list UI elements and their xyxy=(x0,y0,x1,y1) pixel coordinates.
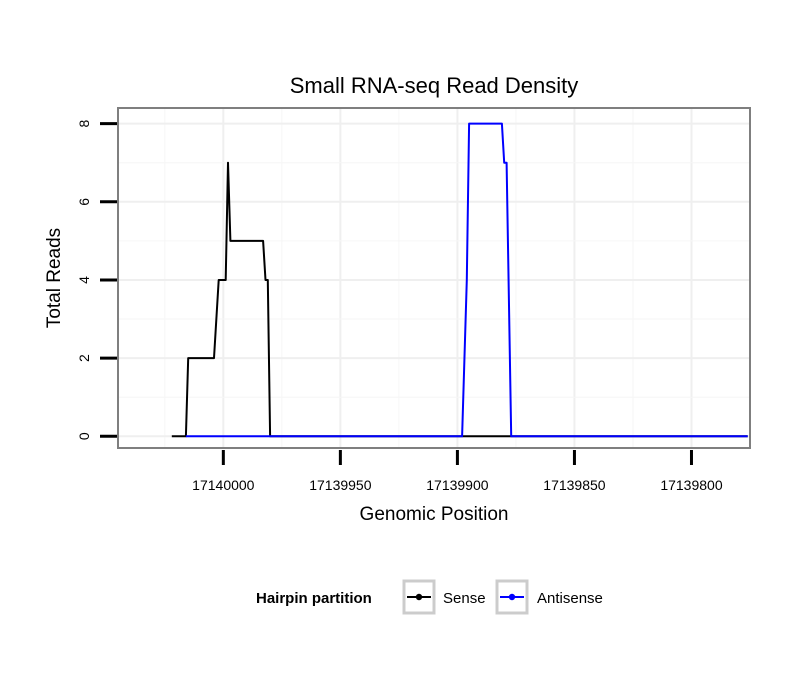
axes: 17140000 17139950 17139900 17139850 17139800… xyxy=(76,120,723,493)
legend: Hairpin partition Sense Antisense xyxy=(256,579,603,615)
y-axis-title: Total Reads xyxy=(44,228,65,328)
x-tick-label: 17139800 xyxy=(660,477,723,493)
legend-title: Hairpin partition xyxy=(256,590,372,607)
legend-items: Sense Antisense xyxy=(402,579,603,615)
legend-key-point xyxy=(508,593,516,601)
legend-key-point xyxy=(415,593,423,601)
series-line-antisense xyxy=(185,122,748,438)
legend-label-antisense: Antisense xyxy=(537,590,603,607)
chart-title: Small RNA-seq Read Density xyxy=(290,73,579,98)
series-line-sense xyxy=(171,161,748,438)
y-tick-label: 4 xyxy=(76,276,92,284)
y-tick-label: 6 xyxy=(76,198,92,206)
plot-border xyxy=(117,107,751,449)
series-layer xyxy=(171,122,748,438)
y-tick-label: 0 xyxy=(76,432,92,440)
x-tick-label: 17139950 xyxy=(309,477,372,493)
y-tick-label: 2 xyxy=(76,354,92,362)
legend-label-sense: Sense xyxy=(443,590,486,607)
x-tick-label: 17139900 xyxy=(426,477,489,493)
x-tick-label: 17139850 xyxy=(543,477,606,493)
x-tick-label: 17140000 xyxy=(192,477,255,493)
y-tick-label: 8 xyxy=(76,120,92,128)
x-axis-title: Genomic Position xyxy=(360,504,509,525)
